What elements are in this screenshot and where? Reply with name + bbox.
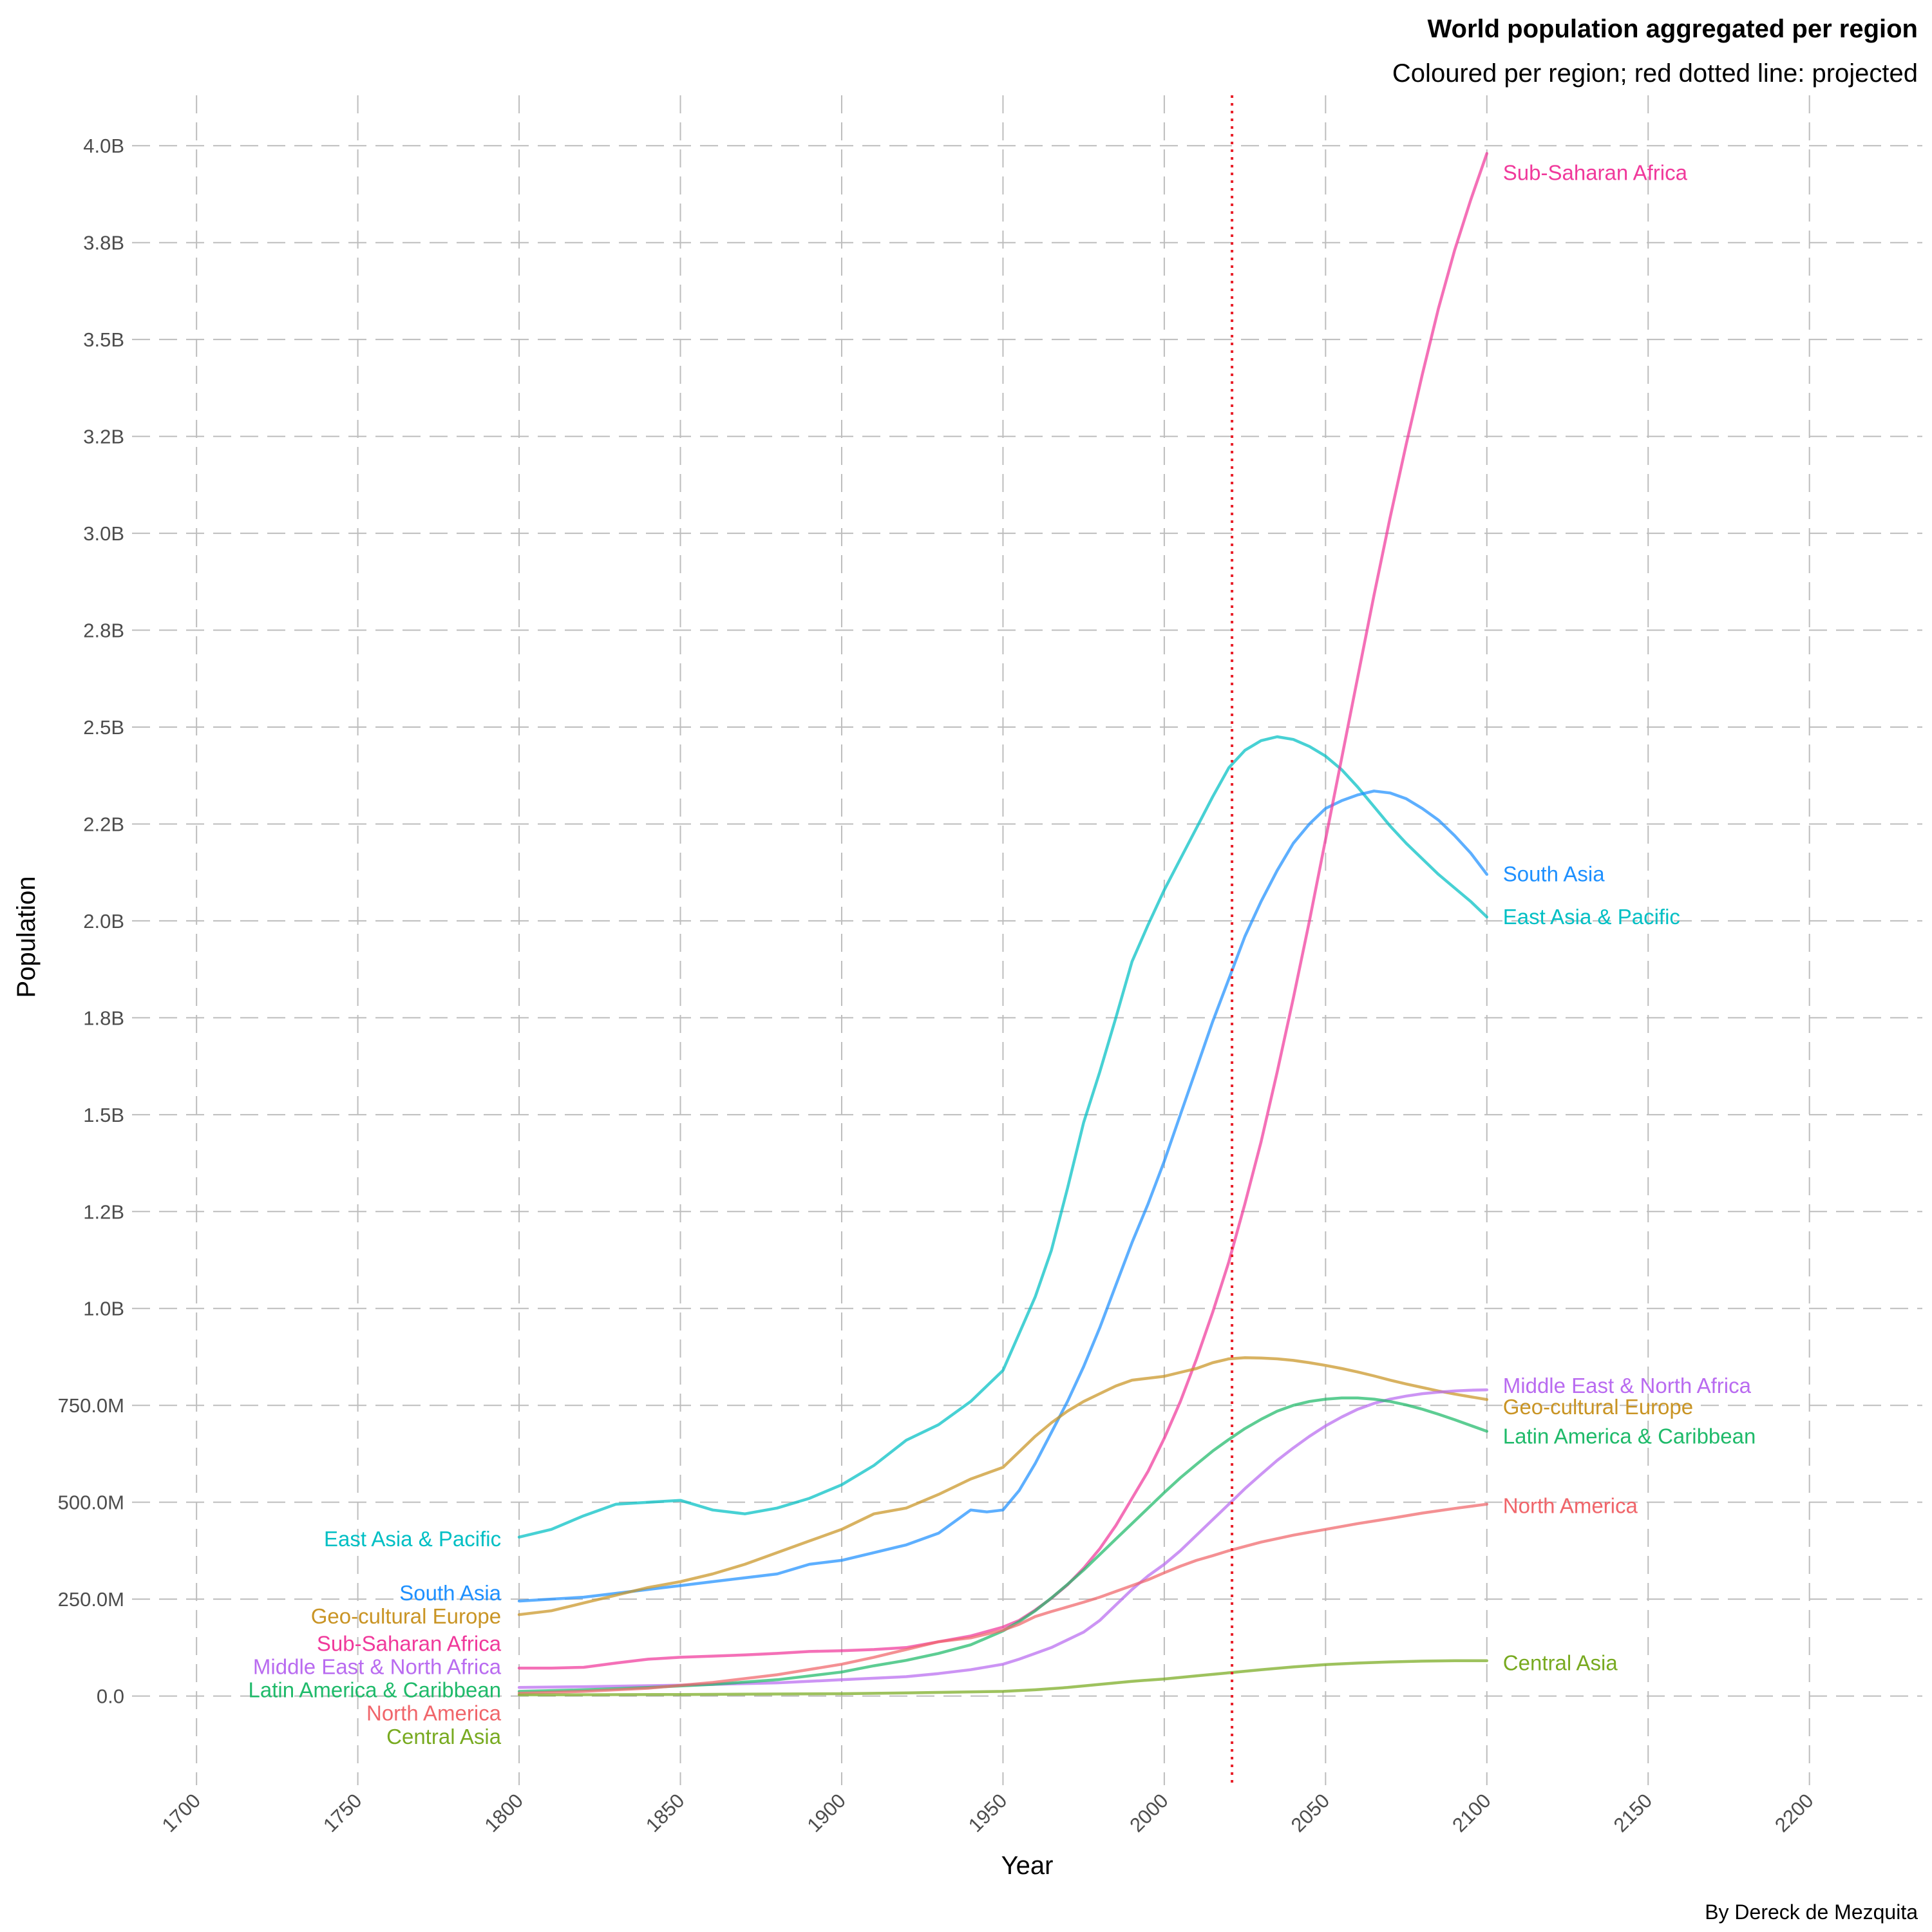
y-tick-label: 750.0M [58, 1394, 124, 1417]
end-label: Sub-Saharan Africa [1503, 160, 1688, 184]
start-label: Geo-cultural Europe [311, 1604, 501, 1628]
start-label: North America [366, 1701, 502, 1725]
start-label: Sub-Saharan Africa [317, 1631, 502, 1655]
series-line-latin-america-caribbean [517, 1396, 1489, 1693]
x-tick-label: 2000 [1125, 1789, 1173, 1837]
y-tick-label: 250.0M [58, 1588, 124, 1611]
x-tick-label: 1850 [641, 1789, 689, 1837]
y-tick-label: 500.0M [58, 1492, 124, 1514]
y-tick-label: 3.0B [83, 522, 124, 545]
chart-subtitle: Coloured per region; red dotted line: pr… [1392, 59, 1918, 88]
x-tick-label: 1900 [802, 1789, 850, 1837]
chart-title: World population aggregated per region [1427, 15, 1918, 43]
end-label: Middle East & North Africa [1503, 1374, 1752, 1397]
series-line-north-america [517, 1502, 1489, 1695]
y-tick-label: 2.8B [83, 620, 124, 642]
x-tick-label: 1950 [964, 1789, 1012, 1837]
end-label: Latin America & Caribbean [1503, 1424, 1756, 1448]
y-tick-label: 2.2B [83, 813, 124, 835]
x-tick-label: 2050 [1287, 1789, 1334, 1837]
y-axis-title: Population [12, 876, 41, 998]
start-label: South Asia [399, 1581, 501, 1605]
y-tick-label: 0.0 [97, 1685, 124, 1708]
chart-caption: By Dereck de Mezquita [1705, 1900, 1918, 1924]
x-tick-label: 2100 [1448, 1789, 1495, 1837]
series-line-geo-cultural-europe [517, 1356, 1489, 1616]
y-tick-label: 1.8B [83, 1007, 124, 1029]
series-line-east-asia-pacific [517, 735, 1489, 1539]
end-label: North America [1503, 1494, 1638, 1518]
end-label: Geo-cultural Europe [1503, 1395, 1693, 1419]
x-tick-label: 2200 [1770, 1789, 1818, 1837]
y-tick-label: 1.0B [83, 1298, 124, 1320]
axis-ticks: 1700 1750 1800 1850 1900 1950 2000 2050 2100 2150… [58, 135, 1818, 1836]
gridlines [132, 95, 1922, 1785]
series-line-central-asia [517, 1659, 1489, 1697]
end-label: East Asia & Pacific [1503, 905, 1680, 929]
x-tick-label: 2150 [1609, 1789, 1657, 1837]
start-label: Latin America & Caribbean [249, 1678, 502, 1702]
end-label: Central Asia [1503, 1651, 1618, 1674]
y-tick-label: 2.5B [83, 716, 124, 739]
series-line-south-asia [517, 790, 1489, 1603]
start-label: Central Asia [386, 1725, 502, 1748]
x-tick-label: 1700 [158, 1789, 205, 1837]
x-tick-label: 1750 [319, 1789, 366, 1837]
y-tick-label: 4.0B [83, 135, 124, 157]
y-tick-label: 2.0B [83, 910, 124, 933]
y-tick-label: 3.5B [83, 328, 124, 351]
y-tick-label: 1.5B [83, 1104, 124, 1126]
end-label: South Asia [1503, 862, 1605, 886]
start-label: East Asia & Pacific [324, 1527, 501, 1551]
y-tick-label: 3.2B [83, 426, 124, 448]
series-line-sub-saharan-africa [517, 152, 1489, 1670]
y-tick-label: 3.8B [83, 232, 124, 254]
x-axis-title: Year [1001, 1852, 1054, 1880]
y-tick-label: 1.2B [83, 1200, 124, 1223]
x-tick-label: 1800 [480, 1789, 528, 1837]
start-label: Middle East & North Africa [253, 1654, 502, 1678]
series-lines [517, 95, 1489, 1785]
